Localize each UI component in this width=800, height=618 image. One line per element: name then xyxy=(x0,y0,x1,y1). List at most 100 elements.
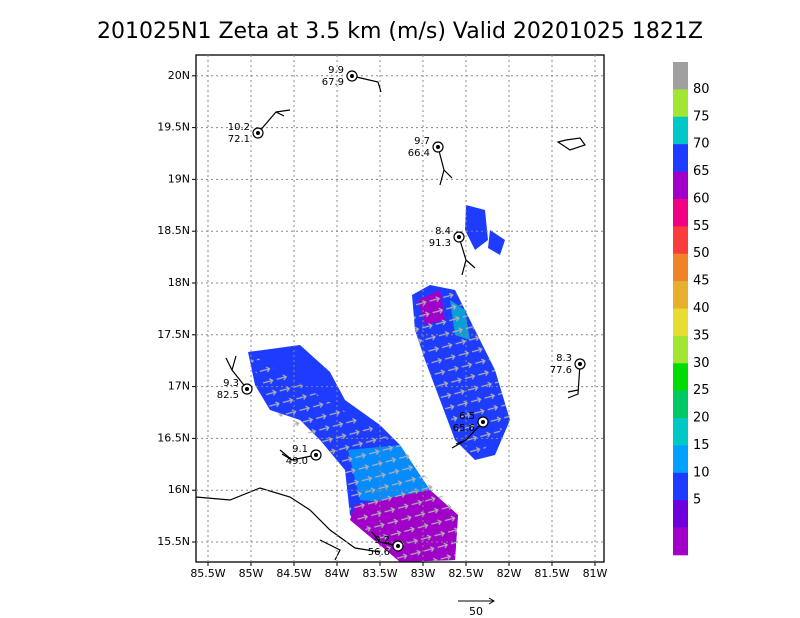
colorbar-segment xyxy=(673,171,688,200)
station: 9.967.9 xyxy=(322,65,382,93)
x-tick-label: 81.5W xyxy=(534,567,569,580)
station-dot xyxy=(245,387,249,391)
station-speed: 8.3 xyxy=(556,353,572,364)
station-speed: 9.1 xyxy=(292,444,308,455)
colorbar-label: 10 xyxy=(693,465,710,480)
wind-barb xyxy=(567,389,579,393)
station-dot xyxy=(256,131,260,135)
station-direction: 56.6 xyxy=(368,547,390,558)
wind-barb xyxy=(437,146,445,186)
y-tick-label: 15.5N xyxy=(157,535,190,548)
station: 6.565.6 xyxy=(451,411,489,449)
x-tick-label: 85.5W xyxy=(190,567,225,580)
station-direction: 91.3 xyxy=(429,238,451,249)
colorbar-label: 20 xyxy=(693,411,710,426)
reference-vector: 50 xyxy=(458,597,495,618)
x-tick-label: 84.5W xyxy=(276,567,311,580)
colorbar-segment xyxy=(673,253,688,282)
y-tick-label: 17N xyxy=(168,380,190,393)
station-direction: 49.0 xyxy=(286,456,308,467)
x-tick-label: 83.5W xyxy=(362,567,397,580)
x-tick-label: 81W xyxy=(583,567,608,580)
colorbar-segment xyxy=(673,418,688,446)
colorbar-segment xyxy=(673,198,688,227)
x-tick-label: 83W xyxy=(411,567,436,580)
station-direction: 66.4 xyxy=(408,148,430,159)
colorbar-segment xyxy=(673,335,688,364)
colorbar-label: 35 xyxy=(693,328,710,343)
colorbar-segment xyxy=(673,226,688,255)
station-dot xyxy=(578,362,582,366)
colorbar-segment xyxy=(673,390,688,419)
station: 8.491.3 xyxy=(429,226,476,276)
wind-barb xyxy=(281,453,293,461)
colorbar-label: 70 xyxy=(693,137,710,152)
wind-barb xyxy=(458,236,467,276)
station-direction: 77.6 xyxy=(550,365,572,376)
station-dot xyxy=(350,74,354,78)
y-tick-label: 17.5N xyxy=(157,328,190,341)
y-tick-label: 18N xyxy=(168,276,190,289)
colorbar-segment xyxy=(673,144,688,172)
colorbar-segment xyxy=(673,116,688,145)
colorbar-segment xyxy=(673,445,688,474)
colorbar-label: 55 xyxy=(693,219,710,234)
y-tick-label: 16.5N xyxy=(157,431,190,444)
wind-barb xyxy=(443,169,453,179)
x-tick-label: 85W xyxy=(239,567,264,580)
plot-frame xyxy=(195,54,605,563)
x-tick-label: 82W xyxy=(497,567,522,580)
colorbar-label: 50 xyxy=(693,246,710,261)
wind-barb xyxy=(351,75,382,93)
colorbar-label: 15 xyxy=(693,438,710,453)
colorbar-label: 40 xyxy=(693,301,710,316)
wind-barb xyxy=(371,531,399,547)
colorbar-label: 80 xyxy=(693,82,710,97)
station-speed: 6.5 xyxy=(459,411,475,422)
y-tick-label: 20N xyxy=(168,69,190,82)
station-direction: 67.9 xyxy=(322,77,344,88)
colorbar-segment xyxy=(673,308,688,337)
x-tick-label: 84W xyxy=(325,567,350,580)
colorbar-segment xyxy=(673,527,688,556)
wind-barb xyxy=(231,355,237,371)
reference-label: 50 xyxy=(469,605,483,618)
station-speed: 8.4 xyxy=(435,226,451,237)
colorbar-label: 45 xyxy=(693,274,710,289)
station-direction: 65.6 xyxy=(453,423,475,434)
colorbar-label: 5 xyxy=(693,493,701,508)
colorbar-segment xyxy=(673,500,688,528)
colorbar-segment xyxy=(673,472,688,501)
x-tick-label: 82.5W xyxy=(448,567,483,580)
colorbar-segment xyxy=(673,89,688,118)
station-speed: 9.3 xyxy=(223,378,239,389)
colorbar-label: 60 xyxy=(693,191,710,206)
colorbar-label: 30 xyxy=(693,356,710,371)
y-tick-label: 19.5N xyxy=(157,121,190,134)
station-dot xyxy=(314,453,318,457)
y-tick-label: 16N xyxy=(168,483,190,496)
wind-barb xyxy=(455,439,467,445)
colorbar-label: 25 xyxy=(693,383,710,398)
station-dot xyxy=(396,544,400,548)
y-tick-label: 19N xyxy=(168,172,190,185)
y-tick-label: 18.5N xyxy=(157,224,190,237)
colorbar-segment xyxy=(673,62,688,90)
colorbar-label: 75 xyxy=(693,109,710,124)
colorbar-segment xyxy=(673,363,688,391)
wind-barb xyxy=(465,259,476,269)
station: 9.149.0 xyxy=(279,444,322,467)
station: 10.272.1 xyxy=(228,109,291,145)
station-direction: 72.1 xyxy=(228,134,250,145)
station-speed: 9.2 xyxy=(374,535,390,546)
wind-barb xyxy=(567,363,581,399)
colorbar-label: 65 xyxy=(693,164,710,179)
station-speed: 9.7 xyxy=(414,136,430,147)
wind-barb xyxy=(275,109,291,113)
station-direction: 82.5 xyxy=(217,390,239,401)
colorbar-segment xyxy=(673,281,688,309)
station-dot xyxy=(481,420,485,424)
station-dot xyxy=(457,235,461,239)
station: 9.766.4 xyxy=(408,136,453,186)
